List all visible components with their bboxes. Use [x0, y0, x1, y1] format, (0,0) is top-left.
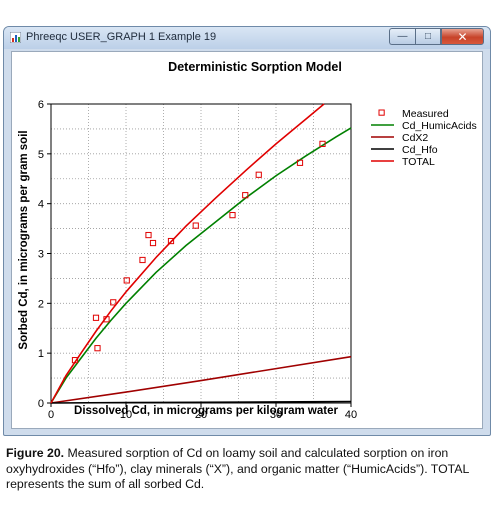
measured-point-8 [150, 240, 155, 245]
x-axis-label: Dissolved Cd, in micrograms per kilogram… [74, 405, 338, 417]
y-axis-label: Sorbed Cd, in micrograms per gram soil [18, 130, 30, 349]
legend-label-measured: Measured [402, 108, 449, 120]
caption-label: Figure 20. [6, 446, 64, 460]
x-tick-label-0: 0 [48, 409, 54, 421]
series-line-cd-humicacids [51, 128, 351, 403]
caption-text: Measured sorption of Cd on loamy soil an… [6, 446, 469, 491]
graph-window: Phreeqc USER_GRAPH 1 Example 19 — □ ✕ De… [3, 26, 491, 436]
y-tick-label-2: 2 [38, 298, 44, 310]
measured-point-13 [256, 172, 261, 177]
figure-caption: Figure 20. Measured sorption of Cd on lo… [6, 446, 492, 493]
measured-point-10 [193, 223, 198, 228]
y-tick-label-6: 6 [38, 99, 44, 111]
minimize-icon: — [398, 31, 408, 42]
legend-label-cd-hfo: Cd_Hfo [402, 144, 438, 156]
measured-point-6 [140, 257, 145, 262]
measured-point-2 [93, 315, 98, 320]
measured-point-1 [95, 346, 100, 351]
window-titlebar[interactable]: Phreeqc USER_GRAPH 1 Example 19 — □ ✕ [4, 27, 490, 49]
measured-point-7 [146, 232, 151, 237]
measured-point-11 [230, 213, 235, 218]
legend-marker-measured [379, 110, 384, 115]
series-line-total [51, 104, 324, 403]
y-tick-label-0: 0 [38, 398, 44, 410]
sorption-chart: Deterministic Sorption Model 0 10 20 30 4001… [12, 52, 482, 428]
close-button[interactable]: ✕ [441, 28, 484, 45]
y-tick-label-1: 1 [38, 348, 44, 360]
close-icon: ✕ [457, 30, 467, 44]
legend-label-total: TOTAL [402, 156, 435, 168]
maximize-icon: □ [425, 31, 431, 42]
chart-grid [51, 104, 351, 403]
x-tick-label-4: 40 [345, 409, 357, 421]
measured-markers [72, 141, 325, 362]
maximize-button[interactable]: □ [415, 28, 441, 45]
legend-label-cdx2: CdX2 [402, 132, 428, 144]
y-tick-label-5: 5 [38, 149, 44, 161]
window-controls: — □ ✕ [389, 28, 484, 45]
y-tick-label-3: 3 [38, 249, 44, 261]
graph-client-area: Deterministic Sorption Model 0 10 20 30 40 0 1… [11, 51, 483, 429]
minimize-button[interactable]: — [389, 28, 415, 45]
chart-title: Deterministic Sorption Model [168, 60, 342, 74]
measured-point-4 [111, 300, 116, 305]
legend-label-cd-humicacids: Cd_HumicAcids [402, 120, 477, 132]
window-title: Phreeqc USER_GRAPH 1 Example 19 [26, 31, 216, 43]
y-tick-label-4: 4 [38, 199, 44, 211]
series-line-cdx2 [51, 357, 351, 403]
app-icon [10, 32, 21, 43]
